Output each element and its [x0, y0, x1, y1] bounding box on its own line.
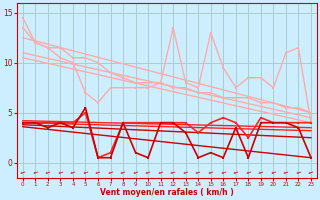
- Text: ←: ←: [57, 168, 64, 175]
- Text: ←: ←: [157, 168, 164, 175]
- Text: ←: ←: [32, 168, 39, 175]
- Text: ←: ←: [82, 168, 89, 175]
- Text: ←: ←: [107, 168, 114, 175]
- Text: ←: ←: [20, 168, 26, 175]
- Text: ←: ←: [283, 168, 289, 175]
- Text: ←: ←: [245, 168, 252, 175]
- Text: ←: ←: [145, 168, 151, 175]
- Text: ←: ←: [95, 168, 101, 175]
- Text: ←: ←: [258, 168, 264, 175]
- Text: ←: ←: [44, 168, 51, 175]
- Text: ←: ←: [195, 168, 202, 175]
- Text: ←: ←: [308, 168, 314, 175]
- Text: ←: ←: [295, 168, 302, 175]
- Text: ←: ←: [232, 168, 239, 175]
- Text: ←: ←: [70, 168, 76, 175]
- Text: ←: ←: [207, 168, 214, 175]
- Text: ←: ←: [120, 168, 126, 175]
- Text: ←: ←: [220, 168, 227, 175]
- X-axis label: Vent moyen/en rafales ( km/h ): Vent moyen/en rafales ( km/h ): [100, 188, 234, 197]
- Text: ←: ←: [170, 168, 177, 175]
- Text: ←: ←: [270, 168, 277, 175]
- Text: ←: ←: [132, 168, 139, 175]
- Text: ←: ←: [182, 168, 189, 175]
